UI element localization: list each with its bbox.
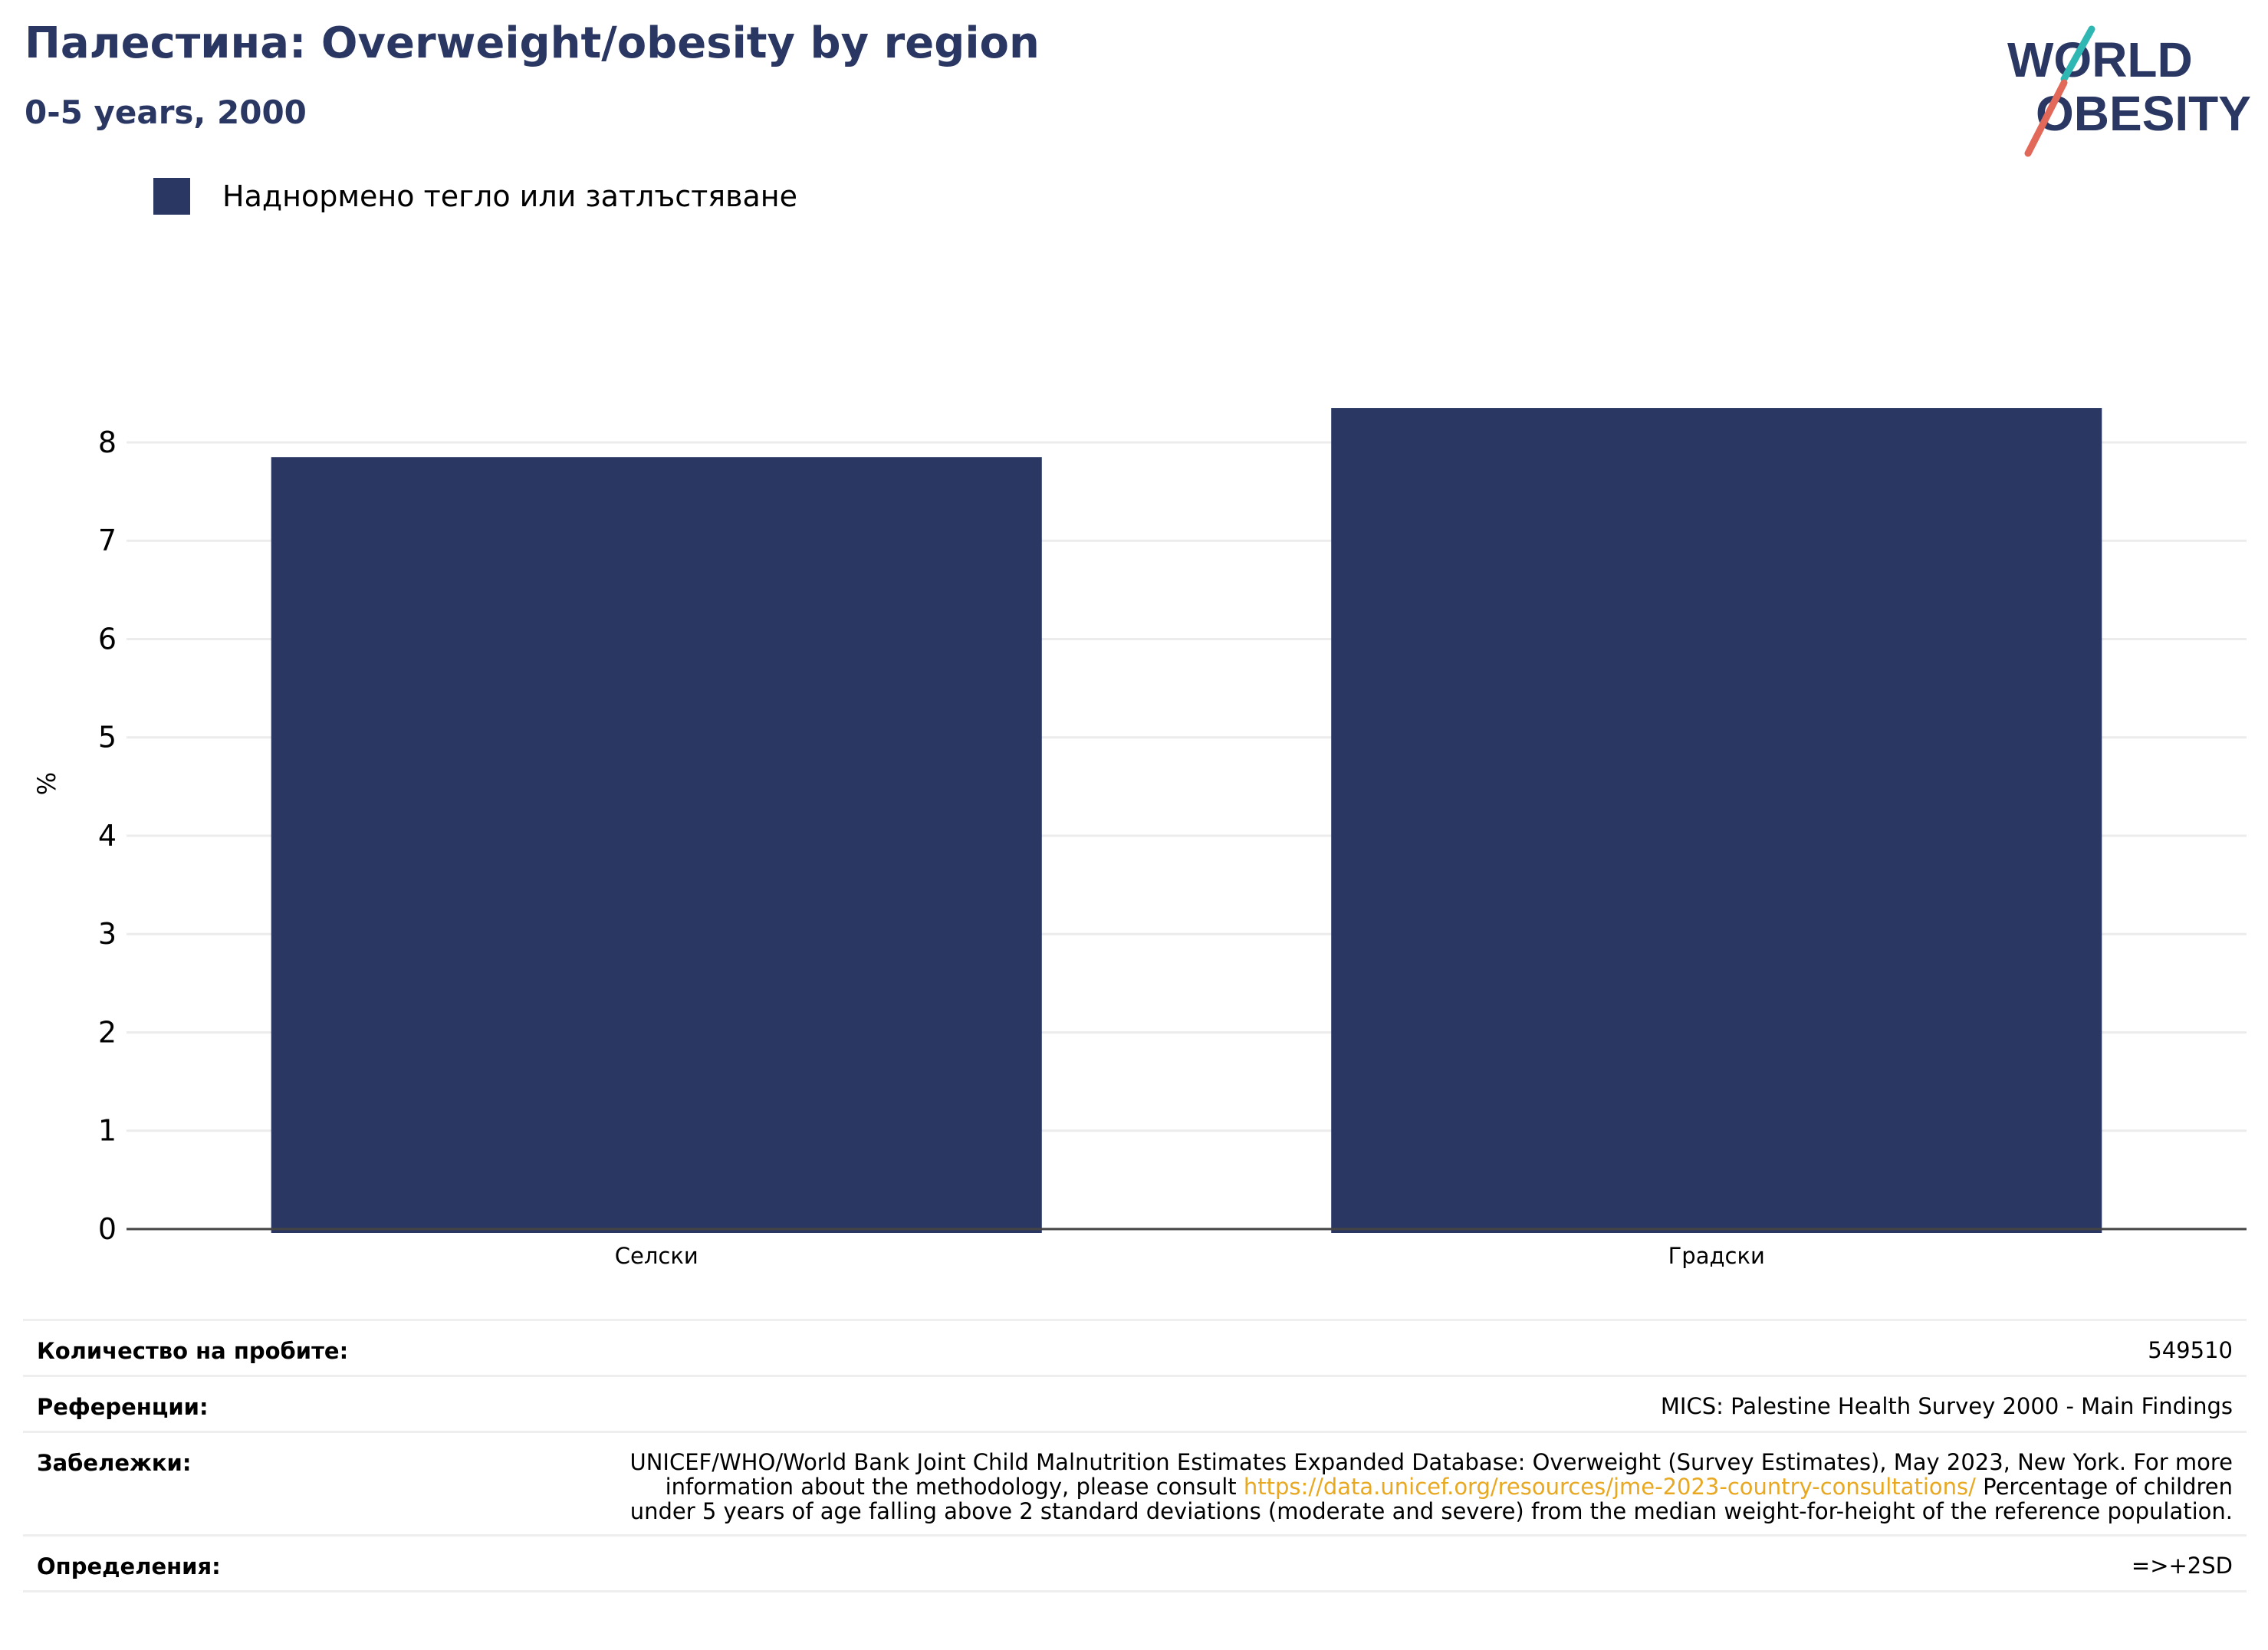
logo-slash-teal — [2060, 25, 2095, 83]
y-tick-label: 6 — [98, 622, 117, 656]
y-tick-label: 7 — [98, 524, 117, 557]
y-tick-label: 1 — [98, 1114, 117, 1148]
y-tick-label: 4 — [98, 819, 117, 853]
y-axis-label: % — [32, 772, 61, 795]
notes-label: Забележки: — [37, 1450, 192, 1476]
chart-footer-table: Количество на пробите: 549510 Референции… — [23, 1319, 2247, 1592]
page-title: Палестина: Overweight/obesity by region — [25, 18, 1040, 68]
y-tick-label: 0 — [98, 1212, 117, 1246]
y-tick-label: 3 — [98, 917, 117, 951]
world-obesity-logo: WORLD OBESITY — [2007, 25, 2251, 157]
x-tick-label: Градски — [1668, 1243, 1765, 1269]
logo-slash-coral — [2024, 79, 2068, 157]
footer-row-notes: Забележки: UNICEF/WHO/World Bank Joint C… — [23, 1431, 2247, 1534]
y-tick-label: 5 — [98, 721, 117, 754]
bar-chart: 0 1 2 3 4 5 6 7 8% Селски Градски — [32, 408, 2247, 1269]
chart-legend: Наднормено тегло или затлъстяване — [153, 178, 797, 215]
footer-row-definitions: Определения: =>+2SD — [23, 1534, 2247, 1592]
footer-row-references: Референции: MICS: Palestine Health Surve… — [23, 1375, 2247, 1431]
sample-value: 549510 — [2148, 1337, 2233, 1363]
bar — [271, 457, 1042, 1233]
bar — [1331, 408, 2102, 1233]
page-subtitle: 0-5 years, 2000 — [25, 94, 307, 131]
definitions-label: Определения: — [37, 1553, 221, 1579]
logo-word-obesity: OBESITY — [2036, 86, 2251, 141]
notes-text-2: Percentage of children under 5 years of … — [629, 1474, 2233, 1524]
sample-label: Количество на пробите: — [37, 1338, 349, 1364]
notes-text-1: UNICEF/WHO/World Bank Joint Child Malnut… — [629, 1449, 2233, 1500]
y-tick-label: 8 — [98, 426, 117, 459]
logo-word-world: WORLD — [2007, 32, 2193, 87]
footer-row-sample: Количество на пробите: 549510 — [23, 1319, 2247, 1375]
references-value: MICS: Palestine Health Survey 2000 - Mai… — [1660, 1393, 2233, 1419]
definitions-value: =>+2SD — [2131, 1553, 2233, 1579]
legend-swatch — [153, 178, 190, 215]
notes-value: UNICEF/WHO/World Bank Joint Child Malnut… — [623, 1450, 2233, 1523]
legend-label: Наднормено тегло или затлъстяване — [222, 179, 797, 213]
references-label: Референции: — [37, 1394, 209, 1420]
x-tick-label: Селски — [615, 1243, 698, 1269]
notes-link[interactable]: https://data.unicef.org/resources/jme-20… — [1243, 1474, 1976, 1500]
y-tick-label: 2 — [98, 1015, 117, 1049]
